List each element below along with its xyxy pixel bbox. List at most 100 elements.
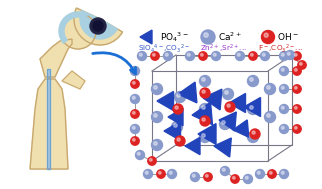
Polygon shape — [198, 124, 216, 144]
Polygon shape — [214, 138, 231, 157]
Circle shape — [164, 51, 173, 60]
Circle shape — [136, 150, 145, 160]
Polygon shape — [244, 98, 260, 117]
Circle shape — [250, 78, 253, 81]
Circle shape — [248, 132, 259, 143]
Polygon shape — [229, 94, 245, 112]
Circle shape — [243, 174, 252, 184]
Circle shape — [250, 106, 253, 109]
Circle shape — [151, 84, 163, 94]
Circle shape — [93, 21, 103, 31]
Circle shape — [281, 106, 284, 109]
Polygon shape — [192, 102, 213, 125]
Circle shape — [201, 53, 203, 56]
Circle shape — [260, 51, 270, 60]
Text: Zn$^{2+}$,Sr$^{2+}$...: Zn$^{2+}$,Sr$^{2+}$... — [200, 43, 247, 55]
Circle shape — [204, 173, 212, 181]
Circle shape — [279, 170, 289, 178]
Circle shape — [295, 68, 297, 71]
Circle shape — [154, 86, 157, 89]
Circle shape — [153, 53, 155, 56]
Polygon shape — [164, 122, 181, 141]
Circle shape — [262, 53, 265, 56]
Circle shape — [165, 53, 168, 56]
Circle shape — [279, 84, 289, 94]
Circle shape — [223, 88, 233, 99]
Circle shape — [270, 171, 272, 174]
Circle shape — [202, 106, 205, 109]
Circle shape — [248, 75, 259, 87]
Circle shape — [250, 134, 253, 137]
Circle shape — [192, 174, 195, 177]
Circle shape — [137, 51, 147, 60]
Circle shape — [131, 110, 139, 118]
Circle shape — [151, 112, 163, 122]
Polygon shape — [40, 39, 72, 77]
Circle shape — [264, 33, 268, 37]
Circle shape — [299, 63, 302, 65]
Circle shape — [154, 114, 157, 117]
Circle shape — [191, 173, 200, 181]
Circle shape — [137, 152, 140, 155]
Circle shape — [200, 132, 211, 143]
Circle shape — [60, 13, 96, 49]
FancyArrowPatch shape — [93, 53, 136, 74]
Circle shape — [279, 125, 289, 133]
Circle shape — [200, 88, 210, 98]
Circle shape — [200, 75, 211, 87]
Circle shape — [132, 68, 135, 71]
Wedge shape — [74, 8, 122, 45]
Polygon shape — [30, 79, 68, 169]
Circle shape — [252, 131, 255, 134]
Text: OH$^-$: OH$^-$ — [277, 32, 299, 43]
Circle shape — [255, 170, 264, 178]
Circle shape — [132, 112, 135, 114]
Text: F$^-$,CO$_3$$^{2-}$...: F$^-$,CO$_3$$^{2-}$... — [258, 43, 303, 55]
Polygon shape — [47, 69, 50, 169]
Circle shape — [281, 126, 284, 129]
Circle shape — [131, 80, 139, 88]
Circle shape — [250, 129, 260, 139]
Circle shape — [200, 104, 211, 115]
Circle shape — [267, 86, 270, 89]
Polygon shape — [62, 71, 85, 89]
Text: Ca$^{2+}$: Ca$^{2+}$ — [218, 31, 242, 43]
Circle shape — [177, 94, 180, 97]
Circle shape — [177, 138, 180, 141]
Circle shape — [264, 84, 276, 94]
Circle shape — [185, 51, 194, 60]
Circle shape — [295, 126, 297, 129]
Circle shape — [169, 171, 172, 174]
Circle shape — [279, 105, 289, 114]
Circle shape — [202, 90, 205, 93]
Circle shape — [187, 53, 190, 56]
Circle shape — [167, 170, 176, 178]
Circle shape — [251, 53, 253, 56]
Circle shape — [267, 114, 270, 117]
Circle shape — [174, 124, 177, 127]
Circle shape — [221, 167, 230, 176]
Circle shape — [199, 52, 207, 60]
Polygon shape — [185, 137, 200, 155]
Circle shape — [225, 91, 228, 94]
Circle shape — [257, 171, 260, 174]
Polygon shape — [219, 112, 236, 131]
Circle shape — [293, 67, 301, 75]
Circle shape — [154, 142, 157, 145]
Circle shape — [139, 53, 142, 56]
Circle shape — [222, 168, 225, 171]
Circle shape — [90, 18, 106, 34]
Polygon shape — [178, 82, 197, 103]
Circle shape — [130, 125, 139, 133]
Circle shape — [175, 106, 178, 109]
Circle shape — [287, 52, 290, 55]
Circle shape — [279, 67, 289, 75]
Wedge shape — [80, 11, 117, 39]
Circle shape — [132, 126, 135, 129]
Circle shape — [130, 94, 139, 104]
Circle shape — [295, 53, 297, 56]
Circle shape — [293, 125, 301, 133]
Circle shape — [249, 52, 257, 60]
Circle shape — [200, 116, 210, 126]
Circle shape — [231, 175, 239, 183]
